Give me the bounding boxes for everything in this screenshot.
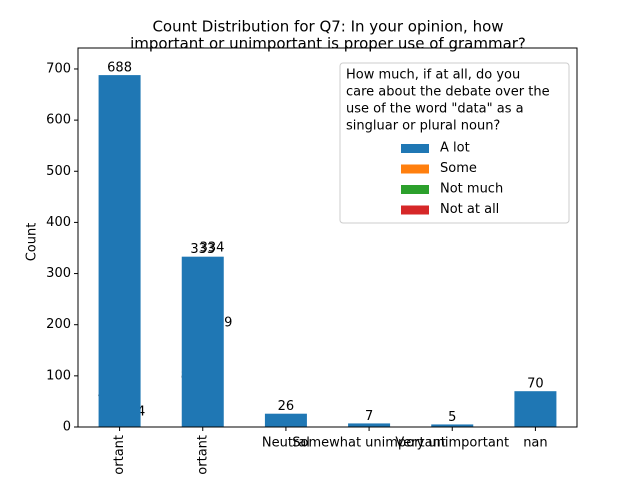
legend-label: Some	[440, 161, 477, 176]
legend-label: Not much	[440, 182, 503, 197]
y-tick-label: 600	[46, 113, 71, 128]
bar	[348, 423, 391, 427]
value-label: 26	[278, 399, 295, 414]
y-axis-label: Count	[25, 223, 40, 262]
x-tick-label: nan	[523, 436, 547, 451]
legend-title: care about the debate over the	[346, 85, 550, 100]
y-tick-label: 700	[46, 61, 71, 76]
y-tick-label: 0	[63, 420, 71, 435]
legend-swatch	[401, 144, 429, 153]
annotation: 334	[200, 241, 225, 256]
y-tick-label: 500	[46, 164, 71, 179]
y-tick-label: 400	[46, 215, 71, 230]
bar	[181, 256, 224, 427]
legend-swatch	[401, 164, 429, 174]
x-tick-label: ortant	[195, 435, 210, 475]
legend-label: Not at all	[440, 202, 499, 217]
legend-label: A lot	[440, 141, 470, 156]
legend: How much, if at all, do you care about th…	[339, 62, 570, 224]
value-label: 333	[190, 242, 215, 257]
legend-title: How much, if at all, do you	[346, 68, 520, 83]
legend-swatch	[401, 205, 429, 215]
axes-frame	[77, 47, 578, 428]
x-tick-label: Very unimportant	[395, 436, 509, 451]
value-label: 5	[448, 410, 456, 425]
value-label: 688	[107, 61, 132, 76]
bar	[431, 424, 474, 427]
legend-title: use of the word "data" as a	[346, 102, 524, 117]
y-tick-label: 300	[46, 266, 71, 281]
chart-title: important or unimportant is proper use o…	[130, 35, 526, 53]
bar	[98, 75, 141, 427]
value-label: 7	[365, 409, 373, 424]
x-tick-label: Somewhat unimportant	[292, 436, 446, 451]
chart-title: Count Distribution for Q7: In your opini…	[152, 18, 503, 36]
y-tick-label: 200	[46, 317, 71, 332]
bar	[514, 391, 557, 427]
legend-title: singluar or plural noun?	[346, 119, 500, 134]
value-label: 70	[527, 377, 544, 392]
legend-swatch	[401, 185, 429, 194]
x-tick-label: ortant	[112, 435, 127, 475]
y-tick-label: 100	[46, 368, 71, 383]
bar	[264, 413, 307, 427]
legend-box	[339, 62, 570, 224]
x-tick-label: Neutral	[262, 436, 310, 451]
